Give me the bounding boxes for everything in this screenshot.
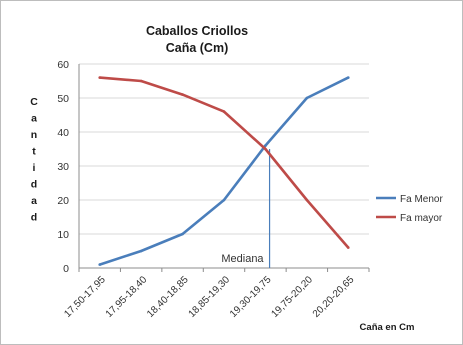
data-point [222, 198, 226, 202]
data-point [98, 263, 102, 266]
x-tick-label: 17,95-18,40 [104, 274, 150, 320]
y-axis-label-letter: a [31, 113, 37, 125]
x-axis-label: Caña en Cm [360, 322, 415, 333]
legend: Fa Menor Fa mayor [376, 194, 443, 224]
y-tick-label: 0 [63, 263, 69, 275]
y-axis-label-letter: d [31, 212, 37, 224]
y-axis-label-letter: d [31, 179, 37, 191]
y-axis-label-letter: n [31, 129, 37, 141]
data-point [305, 198, 309, 202]
y-axis-label-letter: a [31, 195, 37, 207]
x-tick-label: 17,50-17,95 [62, 274, 108, 320]
y-axis-label-letter: C [30, 96, 38, 108]
data-point [346, 76, 350, 79]
legend-label: Fa mayor [400, 213, 443, 224]
y-axis-label-letter: i [33, 162, 36, 174]
series-line-1 [99, 76, 350, 249]
y-tick-label: 20 [57, 195, 69, 207]
data-point [181, 93, 184, 96]
data-point [264, 147, 267, 151]
x-tick-label: 18,40-18,85 [145, 274, 191, 320]
chart-title-line-2: Caña (Cm) [166, 41, 229, 55]
y-tick-label: 60 [57, 59, 69, 71]
data-point [139, 79, 143, 83]
data-point [305, 96, 309, 100]
chart-title-line-1: Caballos Criollos [146, 24, 248, 38]
x-axis-ticks: 17,50-17,9517,95-18,4018,40-18,8518,85-1… [62, 268, 370, 320]
data-point [98, 76, 102, 79]
y-tick-label: 50 [57, 93, 69, 105]
y-tick-label: 30 [57, 161, 69, 173]
series-line-0 [99, 76, 349, 266]
x-tick-label: 19,75-20,20 [269, 274, 315, 320]
x-tick-label: 20,20-20,65 [311, 274, 357, 320]
gridlines [79, 63, 369, 235]
data-point [264, 144, 267, 147]
y-tick-label: 40 [57, 127, 69, 139]
data-point [181, 232, 184, 236]
median-annotation: Mediana [221, 149, 271, 268]
y-axis-ticks: 0 10 20 30 40 50 60 [57, 59, 69, 275]
x-tick-label: 19,30-19,75 [228, 274, 274, 320]
data-point [139, 249, 143, 253]
series [98, 76, 350, 266]
axes [78, 64, 369, 269]
y-axis-label-letter: t [32, 146, 36, 158]
x-tick-label: 18,85-19,30 [187, 274, 233, 320]
median-label: Mediana [221, 253, 264, 265]
data-point [346, 246, 350, 249]
data-point [222, 110, 226, 113]
chart-title: Caballos Criollos Caña (Cm) [146, 24, 248, 55]
legend-label: Fa Menor [400, 194, 443, 205]
y-tick-label: 10 [57, 229, 69, 241]
